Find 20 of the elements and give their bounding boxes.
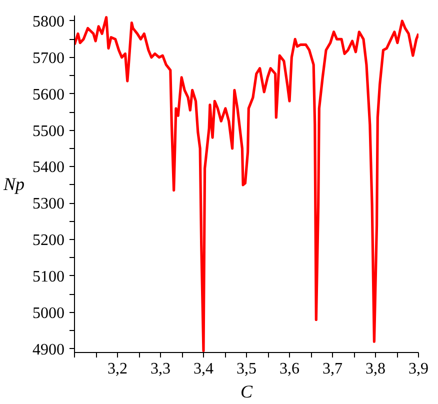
x-tick-label: 3,8: [366, 360, 386, 378]
x-tick-label: 3,3: [150, 360, 170, 378]
x-tick-label: 3,5: [236, 360, 256, 378]
y-tick-label: 5600: [32, 86, 64, 104]
y-tick-label: 5500: [32, 122, 64, 140]
x-tick-label: 3,4: [194, 360, 214, 378]
y-tick-label: 4900: [32, 341, 64, 358]
y-tick-label: 5200: [32, 232, 64, 250]
y-tick-label: 5400: [32, 159, 64, 176]
x-tick-label: 3,9: [408, 360, 428, 378]
x-tick-label: 3,7: [322, 360, 342, 378]
y-tick-label: 5800: [32, 13, 64, 30]
x-tick-label: 3,6: [280, 360, 300, 378]
y-tick-label: 5100: [32, 268, 64, 286]
y-axis-title: Np: [2, 174, 25, 194]
y-tick-label: 5700: [32, 50, 64, 67]
x-tick-label: 3,2: [108, 360, 128, 378]
y-tick-label: 5300: [32, 196, 64, 213]
x-axis-title: C: [240, 382, 254, 402]
y-tick-label: 5000: [32, 304, 64, 322]
